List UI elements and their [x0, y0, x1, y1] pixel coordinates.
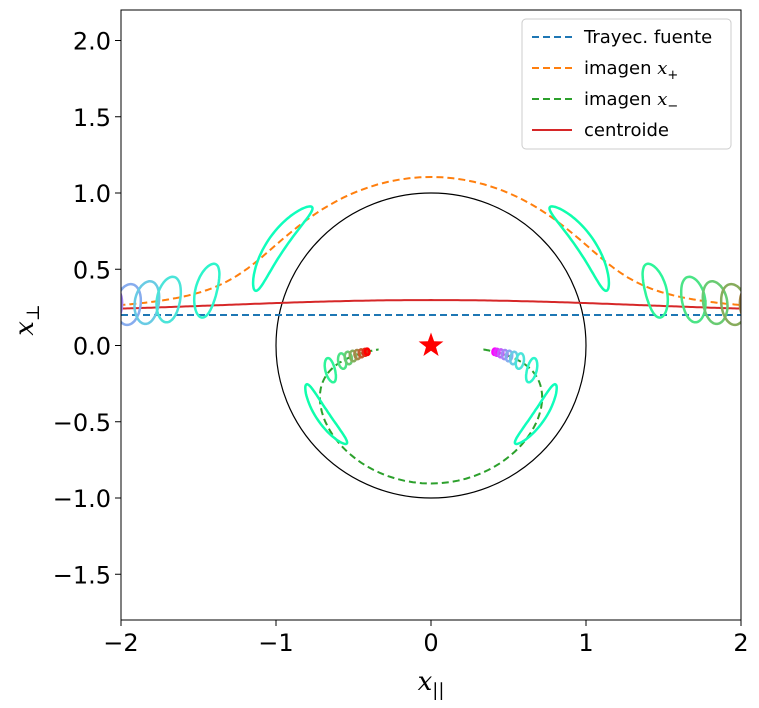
image-plus-snapshot [738, 291, 741, 316]
image-minus-snapshot [524, 356, 539, 384]
image-plus-snapshot [701, 280, 729, 326]
axis-ticks: −2 −1 0 1 2 −1.5 −1.0 −0.5 0.0 0.5 1.0 1.5 2.0 [53, 28, 749, 658]
y-tick-label: 1.0 [73, 180, 111, 208]
legend-box [521, 18, 732, 150]
image-plus-snapshot [44, 290, 71, 327]
x-tick-label: 1 [578, 629, 593, 657]
einstein-ring [275, 192, 587, 499]
image-minus-snapshot [304, 382, 349, 446]
plot-area [44, 175, 741, 499]
series-centroid [121, 298, 741, 310]
image-plus-snapshot [155, 275, 183, 324]
y-tick-label: 2.0 [73, 28, 111, 56]
image-minus-snapshot [513, 382, 558, 446]
x-axis-label: x|| [418, 667, 445, 701]
legend-image-plus-sub: + [667, 68, 678, 83]
y-axis-label-sub: ⊥ [23, 304, 44, 321]
legend-label-image-plus: imagen x+ [584, 58, 678, 83]
image-plus-snapshot [641, 262, 670, 319]
y-tick-label: −1.5 [53, 561, 111, 589]
image-plus-snapshot [251, 205, 314, 293]
x-tick-label: 2 [733, 629, 748, 657]
y-tick-label: −0.5 [53, 409, 111, 437]
image-plus-snapshot [548, 205, 611, 293]
legend-label-centroid: centroide [584, 120, 669, 141]
y-tick-label: 0.0 [73, 333, 111, 361]
x-tick-label: −2 [103, 629, 138, 657]
image-minus-snapshot [508, 350, 519, 366]
legend-label-image-minus: imagen x− [584, 89, 678, 114]
y-tick-label: −1.0 [53, 485, 111, 513]
image-minus-snapshot [514, 352, 526, 371]
legend: Trayec. fuente imagen x+ imagen x− centr… [521, 18, 732, 150]
legend-label-source-trajectory: Trayec. fuente [583, 27, 712, 48]
image-plus-snapshot [57, 290, 83, 327]
y-tick-label: 0.5 [73, 256, 111, 284]
image-plus-snapshot [192, 262, 221, 319]
image-minus-snapshot [363, 347, 371, 357]
image-plus-snapshot [77, 288, 103, 326]
y-tick-label: 1.5 [73, 104, 111, 132]
image-plus-snapshot [679, 275, 707, 324]
image-plus-snapshot [121, 282, 143, 327]
x-tick-label: −1 [258, 629, 293, 657]
image-minus-snapshot [323, 356, 338, 384]
y-axis-label: x⊥ [10, 304, 44, 336]
x-tick-label: 0 [423, 629, 438, 657]
legend-image-minus-sub: − [667, 99, 678, 114]
image-minus-snapshot [336, 352, 348, 371]
x-axis-label-sub: || [432, 680, 444, 701]
series-image-plus [121, 175, 741, 307]
image-plus-snapshot [133, 280, 161, 326]
image-plus-snapshot [121, 291, 124, 316]
lens-star-marker [418, 332, 444, 356]
